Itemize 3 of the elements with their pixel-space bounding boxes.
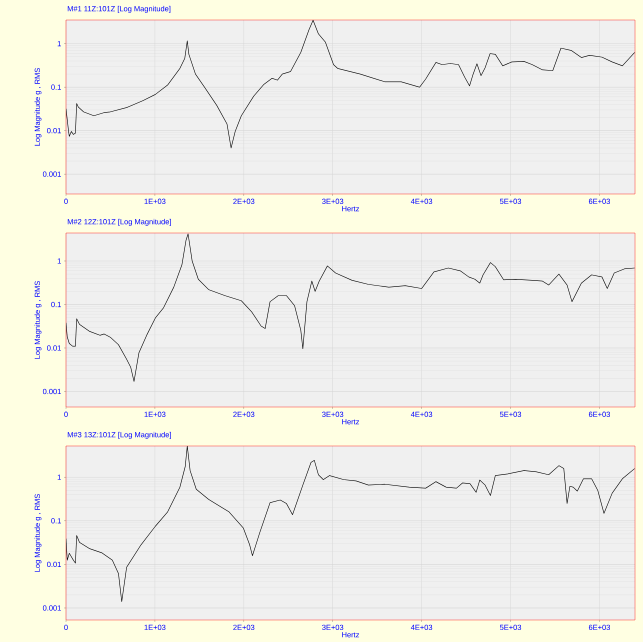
line-series: [66, 446, 635, 602]
line-series: [66, 234, 635, 382]
line-series: [66, 20, 635, 148]
